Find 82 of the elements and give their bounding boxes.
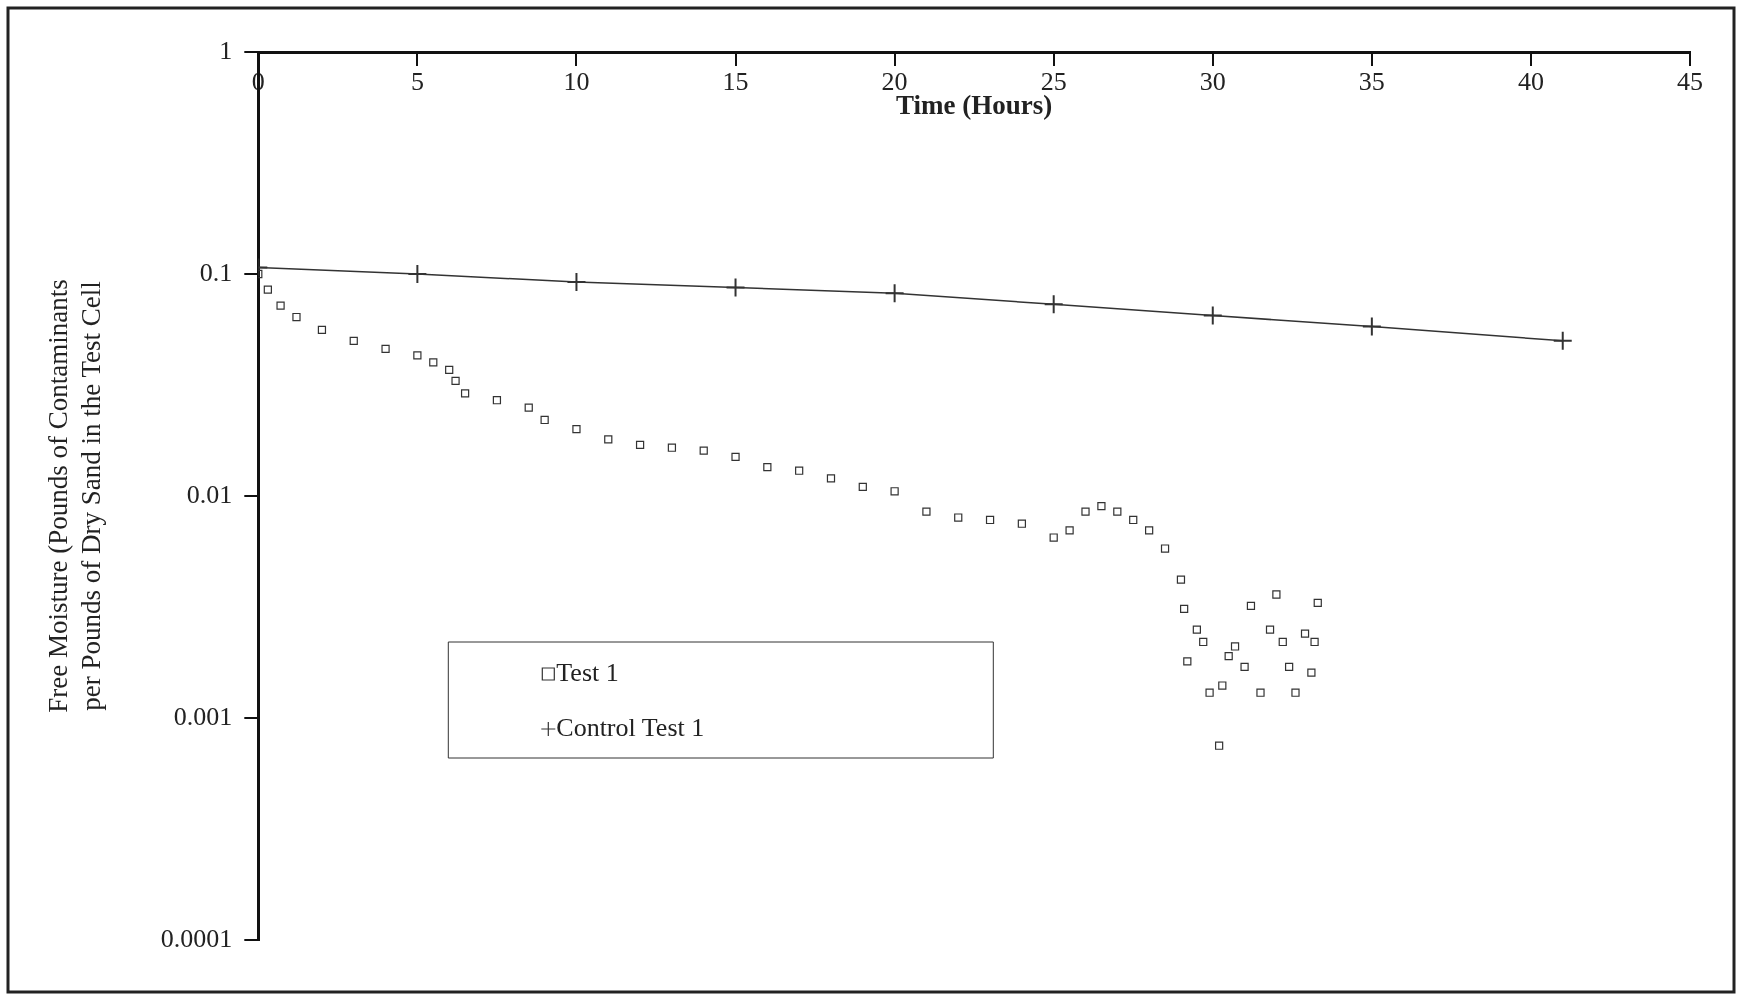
x-tick-label: 15 (722, 67, 749, 97)
point (1049, 533, 1058, 542)
point (1291, 688, 1300, 697)
legend-label: Control Test 1 (556, 712, 705, 742)
point (566, 272, 587, 293)
point (731, 452, 740, 462)
x-tick-label: 35 (1358, 67, 1385, 97)
point (1097, 502, 1106, 511)
point (1160, 544, 1170, 553)
point (884, 283, 905, 304)
point (1272, 590, 1281, 599)
point (317, 325, 327, 335)
point (667, 443, 677, 452)
y-tick-label: 0.01 (186, 479, 233, 509)
x-tick-label: 45 (1677, 67, 1703, 97)
point (349, 336, 358, 345)
point (763, 462, 772, 472)
point (699, 446, 708, 455)
point (381, 344, 390, 353)
y-tick-label: 0.0001 (160, 923, 233, 953)
point (1313, 598, 1322, 608)
point (429, 358, 438, 367)
point (460, 389, 470, 398)
point (1230, 642, 1240, 651)
point (1300, 629, 1310, 638)
point (1129, 515, 1138, 525)
x-tick-label: 10 (563, 67, 590, 97)
x-tick-label: 40 (1517, 67, 1544, 97)
point (1017, 519, 1027, 528)
y-tick-label: 0.1 (199, 257, 233, 287)
point (1145, 526, 1154, 535)
point (1278, 637, 1287, 647)
point (1307, 668, 1316, 677)
point (1081, 507, 1090, 516)
point (1113, 507, 1122, 516)
point (795, 466, 804, 475)
point (407, 264, 428, 284)
point (1310, 637, 1319, 647)
point (445, 365, 454, 374)
point (1361, 316, 1382, 337)
x-tick-label: 5 (410, 67, 424, 97)
point (858, 482, 867, 491)
point (292, 312, 301, 322)
legend-label: Test 1 (556, 657, 619, 687)
point (1205, 688, 1214, 697)
point (1043, 294, 1064, 315)
point (572, 425, 581, 434)
y-axis-title: Free Moisture (Pounds of Contaminants per Pounds of Dry Sand in the Test Cell (43, 279, 106, 713)
point (1552, 330, 1573, 351)
point (826, 474, 836, 483)
y-tick-label: 1 (219, 35, 233, 65)
point (922, 507, 931, 516)
point (263, 285, 272, 294)
point (1202, 305, 1223, 326)
point (451, 376, 460, 386)
point (1224, 651, 1233, 661)
x-tick-label: 30 (1199, 67, 1226, 97)
point (1180, 604, 1189, 614)
point (954, 513, 963, 522)
point (1214, 741, 1224, 750)
point (890, 487, 899, 496)
point (413, 351, 422, 360)
point (1065, 526, 1074, 535)
point (635, 440, 645, 449)
point (1176, 575, 1186, 584)
point (1240, 662, 1249, 671)
point (1284, 662, 1294, 671)
point (492, 396, 502, 405)
point (985, 515, 995, 525)
point (725, 277, 746, 298)
point (1218, 681, 1227, 690)
point (276, 301, 285, 310)
point (1192, 625, 1201, 634)
y-tick-label: 0.001 (173, 701, 233, 731)
point (1246, 601, 1256, 610)
point (604, 435, 613, 444)
point (1256, 688, 1265, 697)
point (524, 403, 533, 412)
point (1265, 625, 1275, 634)
point (1199, 637, 1208, 647)
point (540, 415, 549, 425)
point (1183, 657, 1192, 666)
